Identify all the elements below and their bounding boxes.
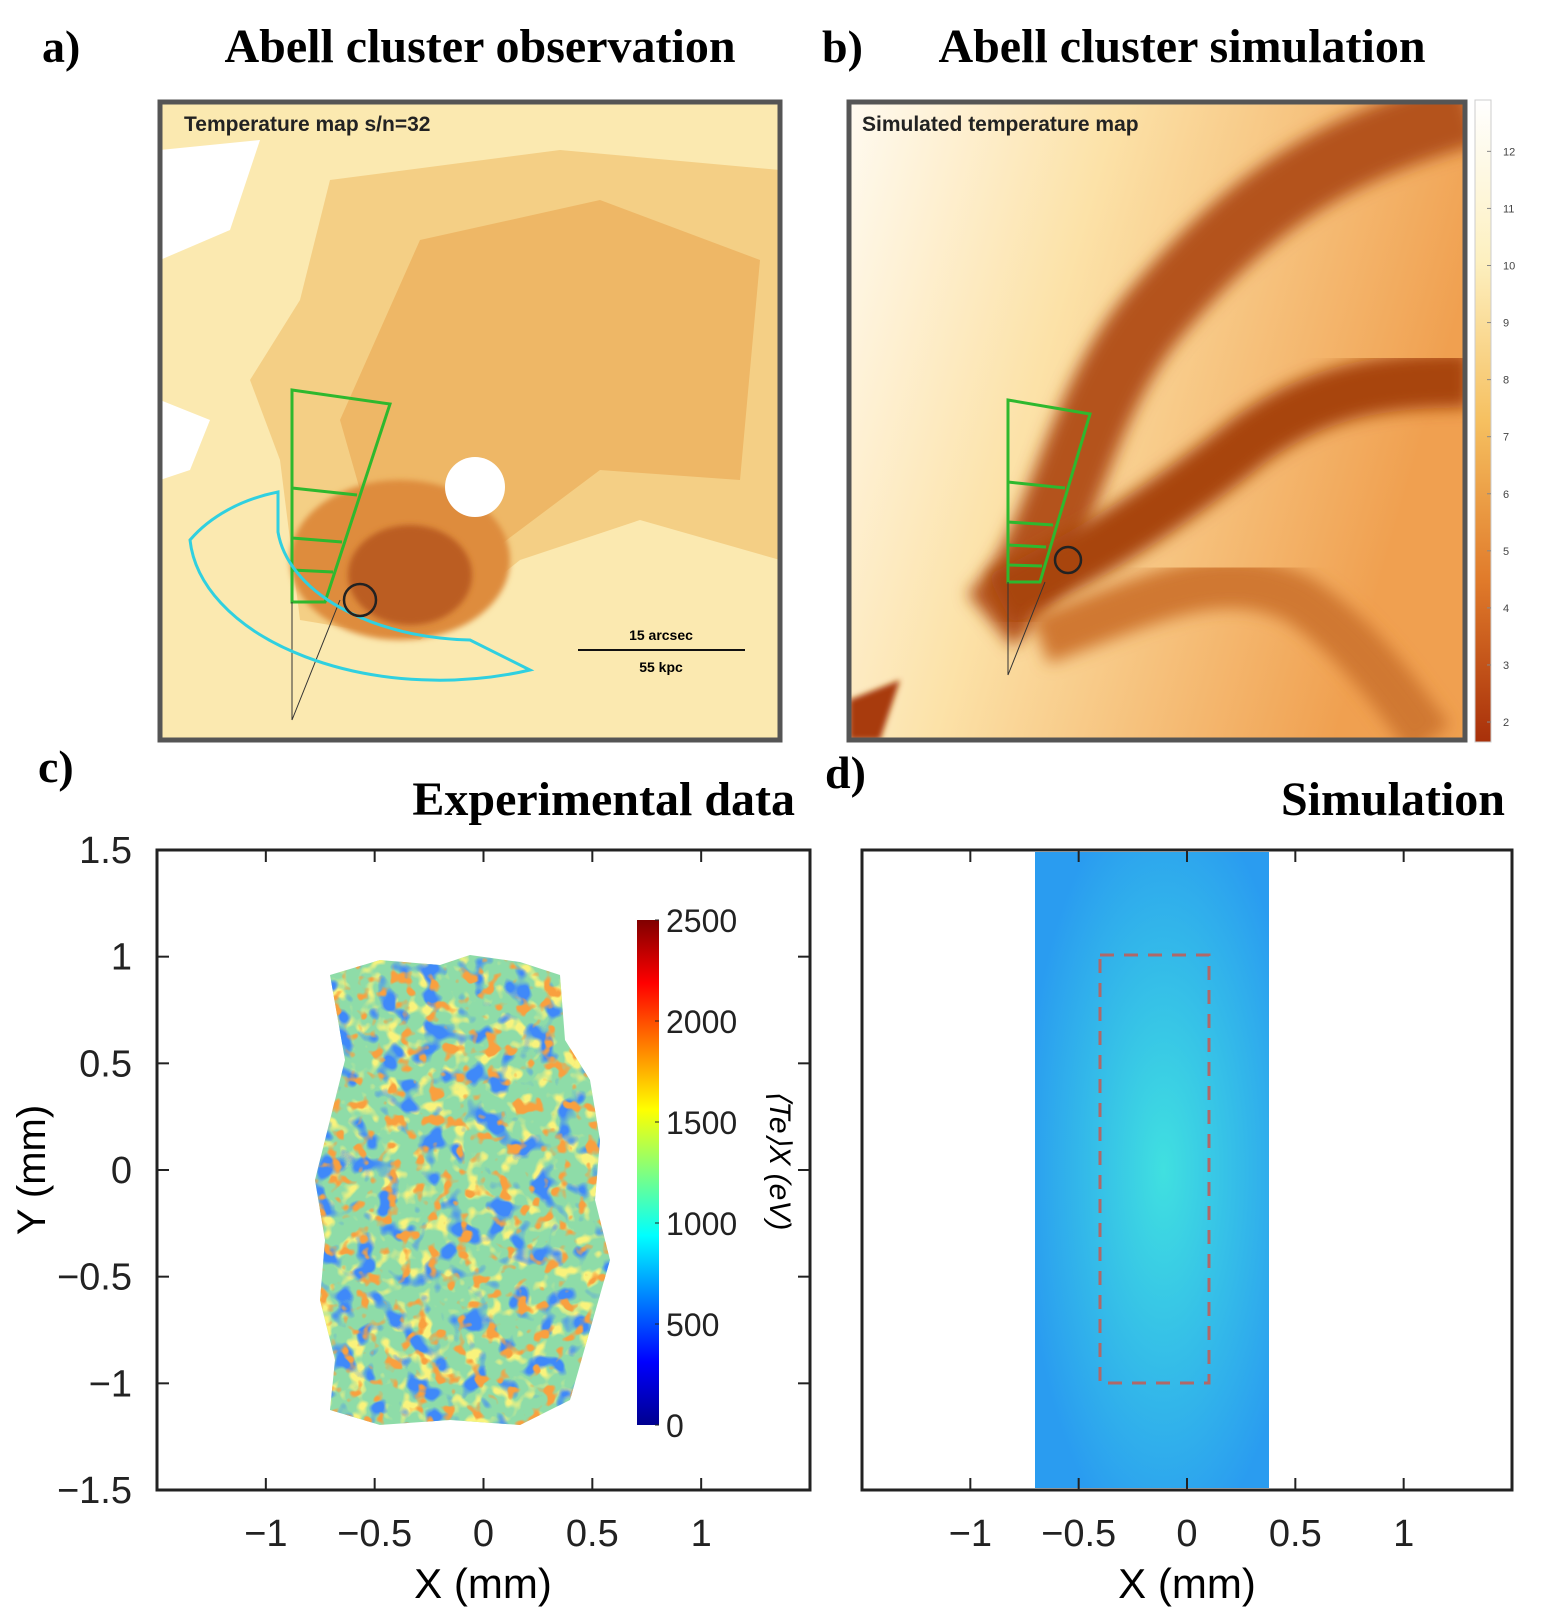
x-tick-label: 0 xyxy=(1176,1513,1197,1555)
colorbar-tick-label: 2 xyxy=(1503,717,1509,729)
x-tick-label: 1 xyxy=(691,1513,712,1555)
colorbar-tick-label: 4 xyxy=(1503,603,1509,615)
colorbar-label: ⟨Te⟩X (eV) xyxy=(763,1090,796,1231)
colorbar-tick-label: 8 xyxy=(1503,375,1509,387)
y-axis-label: Y (mm) xyxy=(10,1105,54,1235)
x-tick-label: −0.5 xyxy=(1041,1513,1116,1555)
y-tick-label: −1.5 xyxy=(57,1470,132,1512)
scale-label: 15 arcsec xyxy=(629,627,693,643)
y-tick-label: 0.5 xyxy=(79,1043,132,1085)
y-tick-label: −0.5 xyxy=(57,1257,132,1299)
scale-label: 55 kpc xyxy=(639,659,683,675)
panel-label: a) xyxy=(42,21,80,72)
colorbar-tick-label: 5 xyxy=(1503,546,1509,558)
colorbar-tick-label: 9 xyxy=(1503,318,1509,330)
panel-label: b) xyxy=(822,21,863,72)
colorbar-tick-label: 12 xyxy=(1503,146,1515,158)
colorbar-tick-label: 7 xyxy=(1503,432,1509,444)
x-tick-label: 0 xyxy=(473,1513,494,1555)
panel-label: c) xyxy=(38,741,74,792)
colorbar-tick-label: 3 xyxy=(1503,660,1509,672)
colorbar xyxy=(1474,99,1492,743)
x-axis-label: X (mm) xyxy=(1118,1560,1256,1607)
map-label: Temperature map s/n=32 xyxy=(184,113,430,136)
panel-title: Simulation xyxy=(1281,773,1505,826)
colorbar-tick-label: 11 xyxy=(1503,203,1514,215)
x-tick-label: −0.5 xyxy=(337,1513,412,1555)
y-tick-label: 1 xyxy=(111,937,132,979)
panel-title: Abell cluster simulation xyxy=(938,20,1425,73)
x-tick-label: −1 xyxy=(949,1513,992,1555)
colorbar-tick-label: 1000 xyxy=(666,1206,737,1242)
panel-label: d) xyxy=(825,747,866,798)
panel-title: Abell cluster observation xyxy=(224,20,735,73)
map-frame xyxy=(157,99,783,743)
colorbar-tick-label: 500 xyxy=(666,1307,719,1343)
colorbar xyxy=(637,920,659,1425)
y-tick-label: 0 xyxy=(111,1150,132,1192)
colorbar-tick-label: 2000 xyxy=(666,1004,737,1040)
colorbar-tick-label: 1500 xyxy=(666,1105,737,1141)
x-tick-label: −1 xyxy=(244,1513,287,1555)
panel-title: Experimental data xyxy=(412,773,795,826)
y-tick-label: −1 xyxy=(89,1363,132,1405)
simulated-field xyxy=(1035,852,1269,1488)
simulation-map xyxy=(849,102,1465,740)
dashed-region xyxy=(1098,953,1211,1385)
x-tick-label: 1 xyxy=(1393,1513,1414,1555)
colorbar-tick-label: 6 xyxy=(1503,489,1509,501)
colorbar-tick-label: 10 xyxy=(1503,260,1515,272)
x-axis-label: X (mm) xyxy=(414,1560,552,1607)
map-frame xyxy=(846,99,1468,743)
x-tick-label: 0.5 xyxy=(1269,1513,1322,1555)
temperature-field xyxy=(315,955,610,1425)
map-label: Simulated temperature map xyxy=(862,113,1139,136)
colorbar-tick-label: 0 xyxy=(666,1408,684,1444)
colorbar-tick-label: 2500 xyxy=(666,903,737,939)
y-tick-label: 1.5 xyxy=(79,830,132,872)
observation-map: 15 arcsec 55 kpc xyxy=(160,102,780,740)
x-tick-label: 0.5 xyxy=(566,1513,619,1555)
